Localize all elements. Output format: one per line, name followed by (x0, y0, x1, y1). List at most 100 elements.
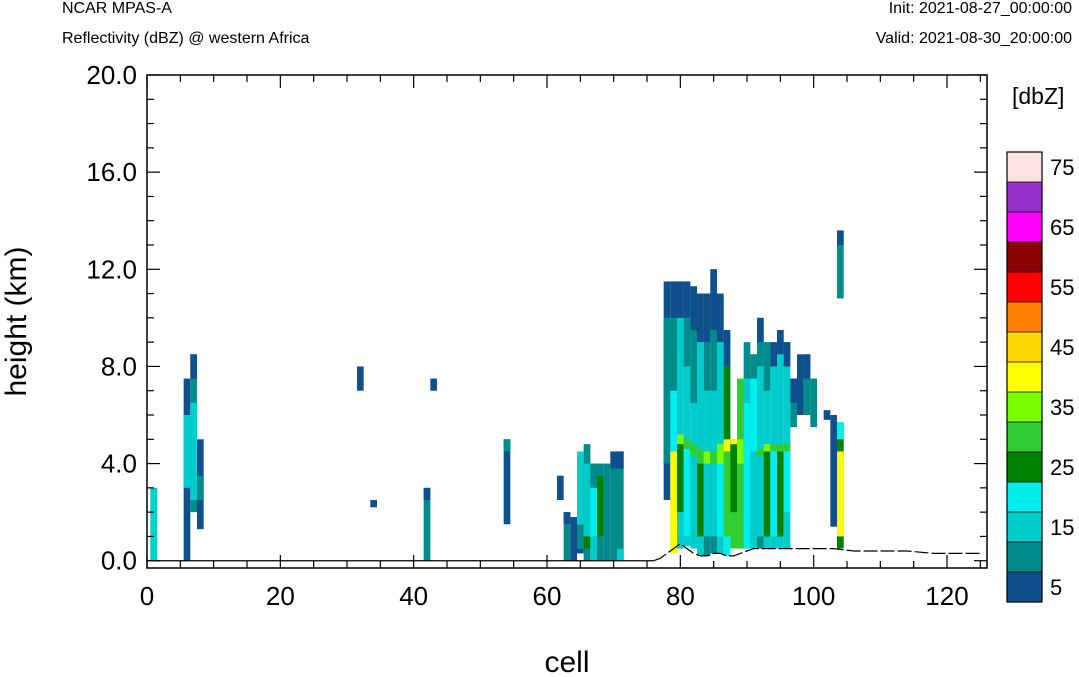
reflectivity-cell (717, 444, 724, 464)
reflectivity-cell (610, 463, 617, 561)
reflectivity-cell (423, 487, 431, 561)
colorbar-label: 35 (1050, 395, 1074, 420)
reflectivity-cell (730, 439, 737, 445)
reflectivity-cell (683, 281, 691, 547)
reflectivity-cell (577, 524, 584, 549)
reflectivity-cell (717, 463, 724, 537)
field-title: Reflectivity (dBZ) @ western Africa (62, 30, 310, 47)
reflectivity-cell (590, 487, 597, 537)
reflectivity-cell (617, 451, 624, 561)
valid-time: Valid: 2021-08-30_20:00:00 (875, 30, 1072, 47)
reflectivity-cell (770, 444, 777, 452)
reflectivity-cell (697, 449, 704, 464)
reflectivity-cell (583, 463, 591, 537)
reflectivity-cell (783, 451, 791, 513)
colorbar-swatch (1007, 332, 1042, 362)
x-tick-label: 120 (925, 581, 968, 611)
reflectivity-cell (690, 330, 697, 403)
reflectivity-cell (723, 439, 731, 452)
colorbar-swatch (1007, 422, 1042, 452)
reflectivity-cell (697, 293, 704, 343)
reflectivity-cell (757, 317, 764, 343)
reflectivity-cell (777, 330, 784, 549)
reflectivity-cell (670, 317, 677, 391)
reflectivity-cell (837, 230, 844, 245)
reflectivity-cell (723, 451, 731, 537)
reflectivity-cell (677, 444, 684, 513)
colorbar-swatch (1007, 242, 1042, 272)
reflectivity-cell (777, 451, 784, 537)
reflectivity-cell (357, 366, 364, 391)
reflectivity-cell (710, 451, 717, 464)
y-tick-labels: 0.0 4.0 8.0 12.0 16.0 20.0 (86, 60, 137, 576)
y-tick-label: 8.0 (101, 351, 137, 381)
reflectivity-cell (750, 354, 757, 549)
colorbar-label: 75 (1050, 155, 1074, 180)
reflectivity-cell (803, 354, 811, 379)
reflectivity-cell (750, 378, 757, 452)
reflectivity-cell (677, 281, 684, 318)
colorbar-swatch (1007, 152, 1042, 182)
reflectivity-cell (750, 354, 757, 379)
reflectivity-cell (710, 269, 717, 330)
reflectivity-cell (563, 512, 571, 561)
x-tick-label: 20 (266, 581, 295, 611)
reflectivity-cell (683, 281, 691, 318)
colorbar-label: 65 (1050, 215, 1074, 240)
reflectivity-cell (717, 293, 724, 554)
reflectivity-cell (837, 451, 844, 537)
colorbar-swatch (1007, 512, 1042, 542)
reflectivity-cell (830, 415, 837, 527)
terrain-line (653, 542, 981, 562)
reflectivity-cell (690, 286, 697, 549)
reflectivity-cell (663, 317, 671, 464)
reflectivity-cell (690, 444, 697, 457)
reflectivity-cell (183, 415, 191, 488)
reflectivity-cell (810, 378, 817, 428)
reflectivity-cell (150, 487, 157, 561)
reflectivity-cell (723, 366, 731, 440)
reflectivity-cell (717, 293, 724, 343)
reflectivity-cell (837, 230, 844, 299)
reflectivity-cell (743, 402, 751, 549)
reflectivity-cell (597, 475, 604, 537)
reflectivity-cell (610, 451, 617, 469)
y-tick-label: 16.0 (86, 157, 137, 187)
reflectivity-cell (577, 451, 584, 525)
y-tick-label: 4.0 (101, 449, 137, 479)
reflectivity-cell (503, 439, 511, 452)
y-tick-label: 12.0 (86, 254, 137, 284)
reflectivity-cell (790, 378, 797, 403)
reflectivity-cell (770, 342, 777, 367)
reflectivity-cell (570, 517, 577, 561)
reflectivity-cell (770, 451, 777, 537)
x-tick-label: 0 (140, 581, 154, 611)
x-tick-label: 40 (399, 581, 428, 611)
reflectivity-cell (590, 463, 597, 488)
reflectivity-cell (697, 293, 704, 556)
colorbar-swatch (1007, 272, 1042, 302)
colorbar-swatch (1007, 392, 1042, 422)
reflectivity-cell (603, 463, 611, 561)
reflectivity-cell (677, 281, 684, 549)
reflectivity-cell (683, 317, 691, 367)
colorbar-label: 25 (1050, 455, 1074, 480)
colorbar-label: 55 (1050, 275, 1074, 300)
x-axis-title: cell (544, 646, 589, 677)
reflectivity-cell (837, 422, 844, 440)
colorbar-swatch (1007, 362, 1042, 392)
x-tick-label: 60 (533, 581, 562, 611)
reflectivity-cell (430, 378, 437, 391)
reflectivity-cell (423, 487, 431, 500)
colorbar-swatch (1007, 572, 1042, 602)
model-name: NCAR MPAS-A (62, 0, 172, 17)
reflectivity-cell (670, 390, 677, 452)
colorbar-swatch (1007, 212, 1042, 242)
x-tick-label: 80 (666, 581, 695, 611)
reflectivity-cell (617, 451, 624, 469)
plot-frame (146, 74, 988, 569)
reflectivity-cell (690, 286, 697, 330)
colorbar: 5 15 25 35 45 55 65 75 (1006, 151, 1074, 603)
colorbar-swatch (1007, 482, 1042, 512)
